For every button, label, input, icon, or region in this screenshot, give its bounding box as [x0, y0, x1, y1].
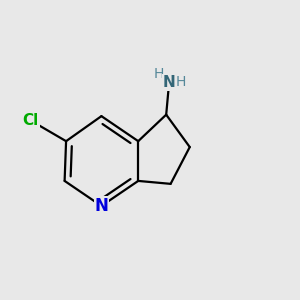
- Text: H: H: [175, 75, 185, 89]
- Text: H: H: [154, 67, 164, 81]
- Text: N: N: [94, 197, 108, 215]
- Text: N: N: [163, 75, 175, 90]
- Text: Cl: Cl: [22, 113, 39, 128]
